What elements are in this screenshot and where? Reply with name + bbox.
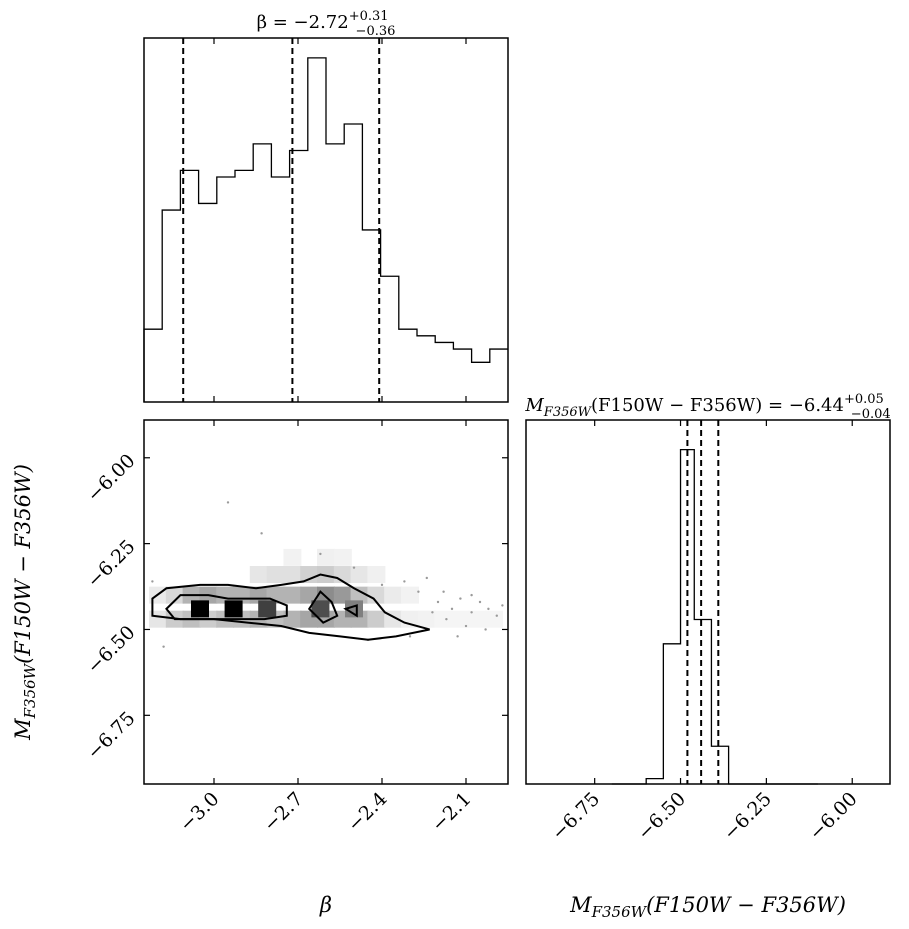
x-axis-label-beta: β xyxy=(319,893,332,917)
y-axis-label-m: MF356W(F150W − F356W) xyxy=(11,464,39,741)
beta-hist-frame xyxy=(143,37,509,403)
joint-contours xyxy=(151,573,430,641)
scatter-point-23 xyxy=(431,611,434,614)
scatter-point-22 xyxy=(470,593,473,597)
joint-panel-frame xyxy=(143,419,509,785)
contour-middle xyxy=(165,594,288,621)
m-hist-xtick-label-2: −6.25 xyxy=(719,788,776,845)
joint-ytick-label-3: −6.75 xyxy=(83,707,140,764)
beta-panel-title: β = −2.72+0.31 −0.36 xyxy=(257,9,396,39)
scatter-point-13 xyxy=(151,580,154,583)
density-cell-32 xyxy=(417,610,436,628)
density-cell-41 xyxy=(350,566,369,584)
density-cell-8 xyxy=(283,586,302,604)
scatter-point-11 xyxy=(445,617,448,621)
scatter-point-18 xyxy=(319,552,322,556)
scatter-point-16 xyxy=(408,635,412,638)
scatter-point-0 xyxy=(226,501,230,504)
axis-ticks: −3.0 −2.7 −2.4 −2.1 −6.00 −6.25 −6.50 −6.75 −6.7… xyxy=(83,38,862,845)
density-cell-10 xyxy=(317,586,335,604)
m-hist-xtick-label-0: −6.75 xyxy=(547,788,604,845)
density-cell-14 xyxy=(384,586,403,604)
scatter-point-24 xyxy=(442,590,445,593)
scatter-point-1 xyxy=(260,532,263,535)
joint-xtick-label-0: −3.0 xyxy=(175,788,223,836)
density-cell-33 xyxy=(434,610,453,628)
m-histogram-steps xyxy=(611,420,818,785)
density-cell-45 xyxy=(283,548,302,566)
m-panel-title: MF356W(F150W − F356W) = −6.44+0.05 −0.04 xyxy=(524,392,890,422)
density-cell-36 xyxy=(485,610,503,628)
m-hist-xtick-label-3: −6.00 xyxy=(805,788,862,845)
density-cell-43 xyxy=(266,566,285,584)
density-cell-11 xyxy=(333,586,352,604)
scatter-point-5 xyxy=(450,607,454,611)
density-cell-44 xyxy=(367,566,386,584)
scatter-point-17 xyxy=(380,583,384,587)
joint-ytick-label-0: −6.00 xyxy=(83,450,140,507)
x-axis-label-m: MF356W(F150W − F356W) xyxy=(569,893,846,921)
density-cell-42 xyxy=(249,566,268,584)
scatter-point-7 xyxy=(470,611,473,614)
density-peak-cell-3 xyxy=(311,600,330,618)
density-peak-cell-1 xyxy=(224,600,243,618)
density-cell-39 xyxy=(317,566,335,584)
scatter-point-4 xyxy=(436,600,440,604)
scatter-point-2 xyxy=(403,580,406,583)
scatter-point-10 xyxy=(495,614,498,617)
scatter-point-6 xyxy=(459,597,462,600)
joint-scatter-points xyxy=(151,501,504,648)
scatter-point-3 xyxy=(417,590,420,593)
density-cell-38 xyxy=(300,566,319,584)
scatter-point-8 xyxy=(478,600,482,604)
density-cell-1 xyxy=(165,586,184,604)
density-cell-35 xyxy=(468,610,487,628)
density-cell-9 xyxy=(300,586,319,604)
density-cell-13 xyxy=(367,586,386,604)
m-histogram-line xyxy=(611,449,818,785)
scatter-point-26 xyxy=(456,635,459,638)
density-cell-34 xyxy=(451,610,470,628)
scatter-point-12 xyxy=(464,624,468,628)
scatter-point-15 xyxy=(425,576,428,580)
scatter-point-21 xyxy=(484,628,487,631)
scatter-point-14 xyxy=(162,645,165,648)
density-cell-24 xyxy=(283,610,302,628)
contour-inner-2 xyxy=(343,604,358,618)
density-cell-15 xyxy=(401,586,419,604)
density-cell-37 xyxy=(283,566,302,584)
scatter-point-25 xyxy=(501,604,504,607)
density-cell-12 xyxy=(350,586,369,604)
density-peak-cell-0 xyxy=(191,600,209,618)
joint-density-cells xyxy=(149,548,503,628)
scatter-point-9 xyxy=(487,607,490,611)
density-cell-46 xyxy=(317,548,335,566)
density-peak-cell-4 xyxy=(345,600,363,618)
contour-outer xyxy=(151,573,430,641)
m-hist-xtick-label-1: −6.50 xyxy=(633,788,690,845)
joint-xtick-label-1: −2.7 xyxy=(259,788,307,836)
beta-histogram-steps xyxy=(143,38,508,402)
beta-histogram-line xyxy=(143,57,508,402)
joint-xtick-label-2: −2.4 xyxy=(343,788,391,836)
m-hist-frame xyxy=(525,419,891,785)
contour-inner-1 xyxy=(307,590,339,624)
joint-xtick-label-3: −2.1 xyxy=(427,788,475,836)
density-cell-29 xyxy=(367,610,386,628)
scatter-point-19 xyxy=(352,566,356,569)
density-cell-47 xyxy=(333,548,352,566)
joint-ytick-label-1: −6.25 xyxy=(83,536,140,593)
joint-ytick-label-2: −6.50 xyxy=(83,621,140,678)
density-peak-cell-2 xyxy=(258,600,277,618)
